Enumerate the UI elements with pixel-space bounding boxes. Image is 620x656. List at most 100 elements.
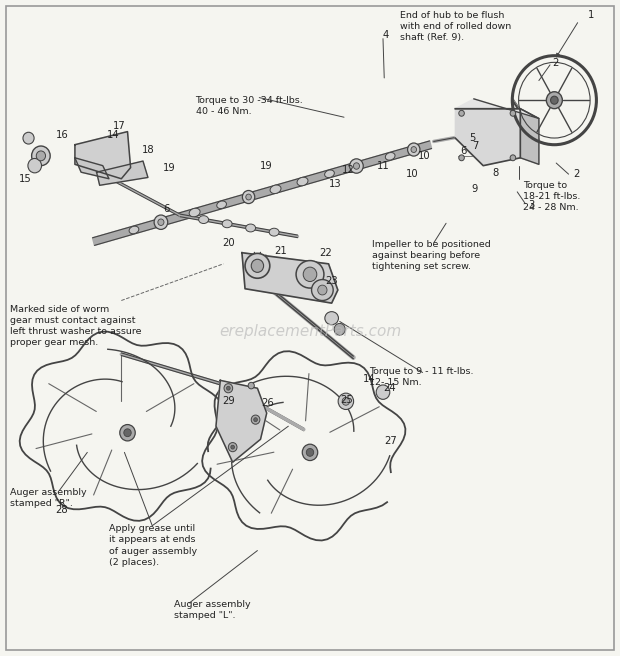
Text: Impeller to be positioned
against bearing before
tightening set screw.: Impeller to be positioned against bearin… xyxy=(372,239,490,271)
Text: Apply grease until
it appears at ends
of auger assembly
(2 places).: Apply grease until it appears at ends of… xyxy=(109,524,197,567)
Text: 15: 15 xyxy=(19,174,32,184)
Text: 7: 7 xyxy=(472,141,479,151)
Ellipse shape xyxy=(226,386,230,390)
Text: 1: 1 xyxy=(588,10,595,20)
Ellipse shape xyxy=(459,110,464,116)
Ellipse shape xyxy=(297,177,308,186)
Ellipse shape xyxy=(306,449,314,457)
Text: 18: 18 xyxy=(141,145,154,155)
Ellipse shape xyxy=(296,260,324,288)
Ellipse shape xyxy=(228,443,237,452)
Ellipse shape xyxy=(510,110,516,116)
Text: 21: 21 xyxy=(274,246,286,256)
Ellipse shape xyxy=(376,385,390,400)
Ellipse shape xyxy=(124,429,131,437)
Ellipse shape xyxy=(36,151,45,161)
Text: ereplacementParts.com: ereplacementParts.com xyxy=(219,324,401,338)
Ellipse shape xyxy=(32,146,50,166)
Text: Torque to 30 -34 ft-lbs.
40 - 46 Nm.: Torque to 30 -34 ft-lbs. 40 - 46 Nm. xyxy=(195,96,303,115)
Ellipse shape xyxy=(224,384,232,393)
Ellipse shape xyxy=(407,143,420,156)
Text: 10: 10 xyxy=(417,152,430,161)
Ellipse shape xyxy=(270,185,281,194)
Ellipse shape xyxy=(269,228,279,236)
Text: 26: 26 xyxy=(262,398,274,408)
Ellipse shape xyxy=(325,170,334,178)
Ellipse shape xyxy=(120,424,135,441)
Text: 25: 25 xyxy=(341,395,353,405)
Ellipse shape xyxy=(251,415,260,424)
Ellipse shape xyxy=(251,259,264,272)
Text: 2: 2 xyxy=(573,169,579,179)
Text: Auger assembly
stamped "L".: Auger assembly stamped "L". xyxy=(174,600,250,620)
Text: 29: 29 xyxy=(222,396,235,406)
Text: Marked side of worm
gear must contact against
left thrust washer to assure
prope: Marked side of worm gear must contact ag… xyxy=(10,305,141,348)
Ellipse shape xyxy=(246,194,251,200)
Ellipse shape xyxy=(303,267,317,281)
Ellipse shape xyxy=(303,444,317,461)
Polygon shape xyxy=(216,380,267,462)
Text: Torque to 9 - 11 ft-lbs.
12- 15 Nm.: Torque to 9 - 11 ft-lbs. 12- 15 Nm. xyxy=(369,367,473,388)
Ellipse shape xyxy=(217,201,226,209)
Text: 13: 13 xyxy=(329,179,341,189)
Text: 11: 11 xyxy=(376,161,389,171)
Text: 9: 9 xyxy=(471,184,478,194)
Ellipse shape xyxy=(242,190,255,203)
Text: 19: 19 xyxy=(260,161,273,171)
Ellipse shape xyxy=(325,312,339,325)
Text: 6: 6 xyxy=(163,204,170,214)
Ellipse shape xyxy=(28,159,42,173)
Text: 28: 28 xyxy=(55,505,68,515)
Ellipse shape xyxy=(510,155,516,161)
Ellipse shape xyxy=(385,153,395,160)
Ellipse shape xyxy=(353,163,360,169)
Text: 2: 2 xyxy=(552,58,559,68)
Ellipse shape xyxy=(342,398,350,405)
Polygon shape xyxy=(520,109,539,165)
Text: Auger assembly
stamped "R".: Auger assembly stamped "R". xyxy=(10,488,87,508)
Text: 22: 22 xyxy=(319,248,332,258)
Ellipse shape xyxy=(23,133,34,144)
Ellipse shape xyxy=(222,220,232,228)
Ellipse shape xyxy=(154,215,168,230)
Text: 20: 20 xyxy=(222,238,234,248)
Ellipse shape xyxy=(546,92,562,109)
Polygon shape xyxy=(75,158,109,178)
Text: 4: 4 xyxy=(383,30,389,40)
Ellipse shape xyxy=(158,219,164,226)
Ellipse shape xyxy=(254,418,257,422)
Text: 14: 14 xyxy=(107,130,120,140)
Text: 27: 27 xyxy=(384,436,397,445)
Text: 14: 14 xyxy=(363,374,375,384)
Ellipse shape xyxy=(350,159,363,173)
Text: 8: 8 xyxy=(492,168,498,178)
Polygon shape xyxy=(75,132,131,178)
Text: 12: 12 xyxy=(342,165,355,174)
Ellipse shape xyxy=(459,155,464,161)
Ellipse shape xyxy=(317,285,327,295)
Text: 24: 24 xyxy=(383,383,396,393)
Ellipse shape xyxy=(245,253,270,278)
Text: 10: 10 xyxy=(405,169,419,179)
Ellipse shape xyxy=(231,445,234,449)
Ellipse shape xyxy=(189,208,200,216)
Ellipse shape xyxy=(334,323,345,335)
Ellipse shape xyxy=(338,393,353,409)
Polygon shape xyxy=(455,99,539,119)
Ellipse shape xyxy=(551,96,558,104)
Text: 6: 6 xyxy=(460,146,467,156)
Text: 23: 23 xyxy=(326,276,338,286)
Polygon shape xyxy=(97,161,148,185)
Ellipse shape xyxy=(248,382,254,389)
Text: 5: 5 xyxy=(469,133,476,143)
Ellipse shape xyxy=(411,146,417,152)
Polygon shape xyxy=(455,109,520,166)
Text: End of hub to be flush
with end of rolled down
shaft (Ref. 9).: End of hub to be flush with end of rolle… xyxy=(400,10,511,42)
Text: 16: 16 xyxy=(56,130,69,140)
Text: 19: 19 xyxy=(162,163,175,173)
Text: 3: 3 xyxy=(528,200,534,210)
Text: 17: 17 xyxy=(113,121,126,131)
Ellipse shape xyxy=(129,226,139,234)
Ellipse shape xyxy=(311,279,333,300)
Polygon shape xyxy=(92,141,432,245)
